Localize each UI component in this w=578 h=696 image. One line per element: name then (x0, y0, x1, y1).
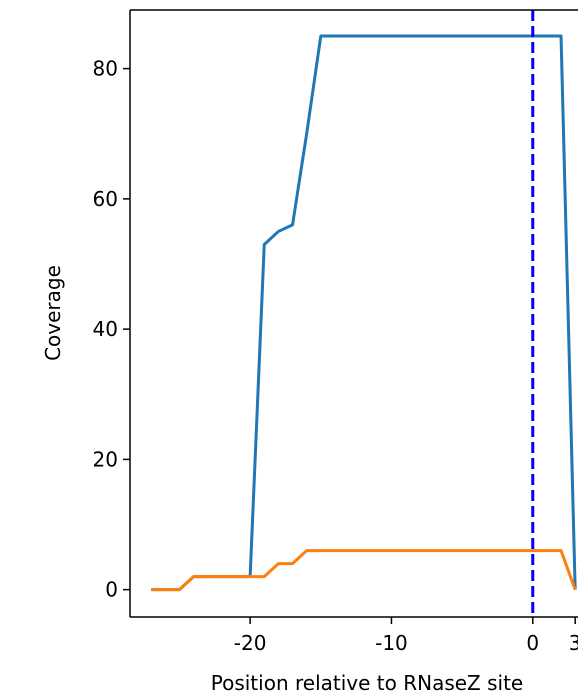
y-axis-label: Coverage (41, 265, 65, 361)
y-tick-label: 0 (105, 578, 118, 602)
x-tick-label: 3 (569, 631, 578, 655)
x-tick-label: -20 (234, 631, 267, 655)
y-axis-ticks: 0 20 40 60 80 (93, 57, 130, 602)
plot-area (130, 10, 578, 617)
y-tick-label: 80 (93, 57, 118, 81)
x-tick-label: -10 (375, 631, 408, 655)
y-tick-label: 40 (93, 317, 118, 341)
y-tick-label: 60 (93, 187, 118, 211)
x-axis-label: Position relative to RNaseZ site (211, 671, 523, 695)
x-axis-ticks: -20 -10 0 3 (234, 617, 578, 655)
series-line-2 (151, 549, 577, 592)
y-tick-label: 20 (93, 447, 118, 471)
x-tick-label: 0 (526, 631, 539, 655)
series-layer (151, 34, 577, 592)
